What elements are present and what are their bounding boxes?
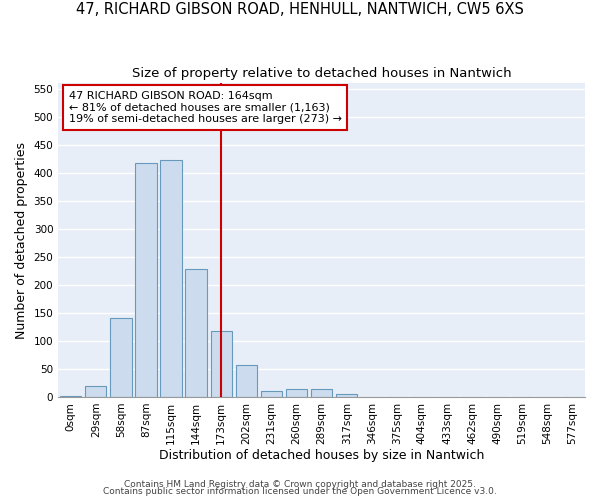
Bar — [136, 162, 157, 397]
Bar — [336, 394, 358, 397]
Bar — [185, 269, 207, 397]
Bar — [60, 396, 82, 397]
Bar — [236, 365, 257, 397]
Y-axis label: Number of detached properties: Number of detached properties — [15, 142, 28, 338]
Bar — [160, 160, 182, 397]
Bar — [85, 386, 106, 397]
Text: 47 RICHARD GIBSON ROAD: 164sqm
← 81% of detached houses are smaller (1,163)
19% : 47 RICHARD GIBSON ROAD: 164sqm ← 81% of … — [69, 91, 342, 124]
Text: Contains public sector information licensed under the Open Government Licence v3: Contains public sector information licen… — [103, 488, 497, 496]
Bar — [211, 332, 232, 397]
Bar — [110, 318, 131, 397]
Bar — [286, 388, 307, 397]
Bar — [311, 388, 332, 397]
Text: 47, RICHARD GIBSON ROAD, HENHULL, NANTWICH, CW5 6XS: 47, RICHARD GIBSON ROAD, HENHULL, NANTWI… — [76, 2, 524, 18]
Bar — [261, 392, 282, 397]
Text: Contains HM Land Registry data © Crown copyright and database right 2025.: Contains HM Land Registry data © Crown c… — [124, 480, 476, 489]
X-axis label: Distribution of detached houses by size in Nantwich: Distribution of detached houses by size … — [159, 450, 484, 462]
Title: Size of property relative to detached houses in Nantwich: Size of property relative to detached ho… — [132, 68, 511, 80]
